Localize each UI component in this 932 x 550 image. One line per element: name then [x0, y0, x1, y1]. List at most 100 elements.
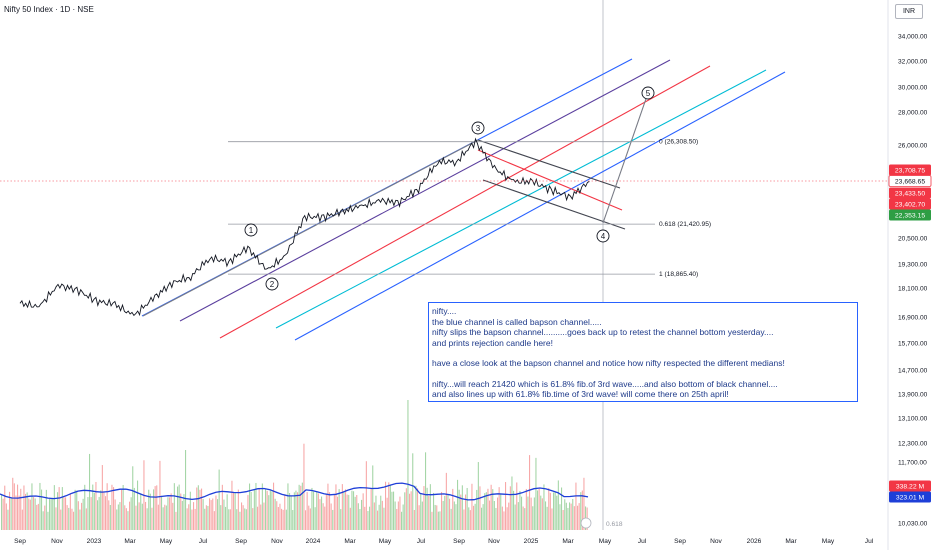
volume-bar	[57, 492, 59, 530]
y-tick-label: 32,000.00	[898, 59, 928, 66]
volume-bar	[42, 511, 44, 530]
volume-bar	[161, 495, 163, 530]
volume-bar	[519, 491, 521, 530]
price-badge: 23,433.50	[889, 187, 931, 199]
volume-bar	[241, 502, 243, 530]
volume-bar	[538, 488, 540, 530]
volume-bar	[197, 485, 199, 530]
volume-bar	[399, 496, 401, 530]
volume-bar	[84, 484, 86, 530]
volume-bar	[15, 495, 17, 530]
replay-icon[interactable]	[580, 517, 592, 529]
volume-bar	[481, 507, 483, 530]
y-tick-label: 20,500.00	[898, 236, 928, 243]
volume-bar	[409, 493, 411, 530]
y-tick-label: 19,300.00	[898, 262, 928, 269]
volume-bar	[305, 510, 307, 530]
fib-level-label: 0 (26,308.50)	[659, 139, 698, 146]
volume-bar	[505, 482, 507, 530]
volume-bar	[162, 507, 164, 530]
volume-bar	[356, 495, 358, 530]
volume-bar	[101, 465, 103, 530]
x-tick-label: 2023	[87, 538, 102, 545]
volume-bar	[137, 480, 139, 530]
price-layer	[0, 137, 888, 317]
volume-bar	[322, 503, 324, 530]
volume-bar	[207, 505, 209, 530]
volume-bar	[407, 400, 409, 530]
volume-bar	[383, 507, 385, 530]
volume-bar	[218, 469, 220, 530]
volume-bar	[1, 495, 3, 530]
volume-bar	[212, 498, 214, 530]
volume-bar	[249, 483, 251, 530]
volume-bar	[65, 497, 67, 530]
volume-bar	[213, 511, 215, 530]
volume-bar	[113, 487, 115, 530]
volume-bar	[554, 492, 556, 530]
volume-bar	[489, 500, 491, 530]
volume-bar	[479, 486, 481, 530]
volume-bar	[375, 495, 377, 530]
volume-bar	[503, 511, 505, 530]
volume-bar	[313, 491, 315, 530]
wave-trendline	[142, 139, 479, 317]
volume-bar	[90, 497, 92, 530]
volume-bar	[330, 503, 332, 530]
volume-bar	[477, 462, 479, 530]
svg-text:23,668.65: 23,668.65	[895, 179, 925, 186]
volume-bar	[364, 506, 366, 530]
volume-bar	[196, 487, 198, 530]
volume-bar	[537, 490, 539, 530]
volume-bar	[445, 472, 447, 530]
y-tick-label: 28,000.00	[898, 110, 928, 117]
volume-bar	[4, 485, 6, 530]
volume-bar	[449, 498, 451, 530]
note-line: nifty....	[432, 306, 457, 316]
volume-bar	[127, 511, 129, 530]
wave-label-4: 4	[596, 229, 610, 243]
currency-selector[interactable]: INR	[895, 4, 923, 19]
x-tick-label: Nov	[51, 538, 63, 545]
volume-bar	[324, 506, 326, 530]
volume-layer	[0, 400, 589, 530]
volume-bar	[393, 491, 395, 530]
volume-bar	[426, 487, 428, 530]
black-channel-median	[477, 149, 623, 211]
volume-bar	[154, 486, 156, 530]
volume-bar	[191, 509, 193, 530]
volume-bar	[508, 502, 510, 530]
volume-bar	[391, 491, 393, 530]
volume-bar	[493, 501, 495, 530]
volume-bar	[551, 508, 553, 530]
volume-bar	[97, 500, 99, 530]
note-line: nifty...will reach 21420 which is 61.8% …	[432, 378, 778, 389]
volume-bar	[452, 488, 454, 530]
volume-bar	[36, 504, 38, 530]
volume-bar	[532, 506, 534, 530]
volume-bar	[474, 503, 476, 530]
volume-bar	[33, 497, 35, 530]
volume-bar	[418, 505, 420, 530]
volume-bar	[490, 484, 492, 530]
volume-bar	[437, 511, 439, 530]
volume-bar	[513, 490, 515, 530]
volume-bar	[572, 499, 574, 530]
note-line: the blue channel is called bapson channe…	[432, 316, 602, 327]
volume-bar	[31, 483, 33, 530]
y-tick-label: 16,900.00	[898, 315, 928, 322]
teal-median-line	[275, 69, 767, 329]
volume-bar	[553, 492, 555, 530]
volume-bar	[167, 497, 169, 530]
volume-bar	[273, 482, 275, 530]
volume-bar	[381, 500, 383, 530]
volume-bar	[506, 507, 508, 530]
y-tick-label: 11,700.00	[898, 460, 927, 467]
note-annotation[interactable]: nifty.... the blue channel is called baps…	[428, 302, 858, 402]
volume-bar	[89, 453, 91, 530]
purple-median-line	[179, 59, 671, 322]
volume-bar	[567, 507, 569, 530]
volume-bar	[194, 508, 196, 530]
volume-bar	[172, 502, 174, 530]
